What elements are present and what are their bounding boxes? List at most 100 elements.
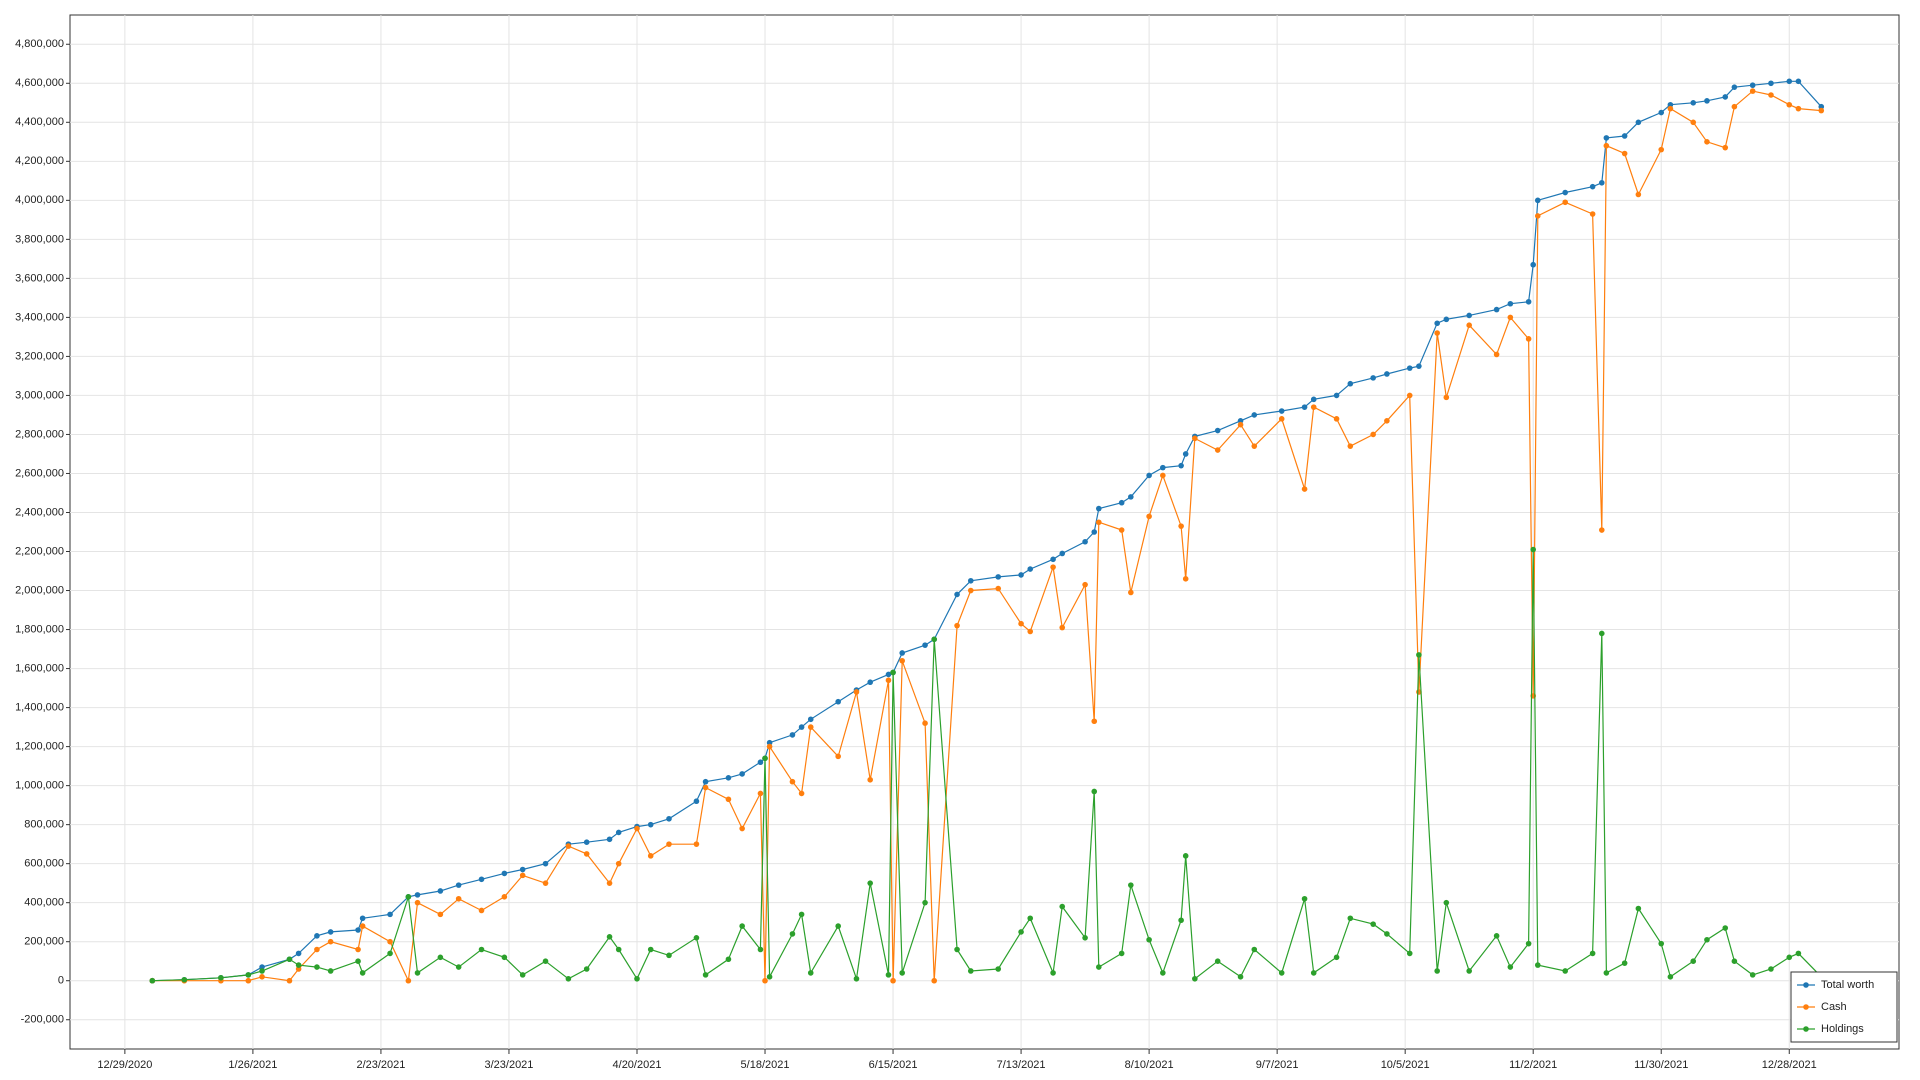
data-point bbox=[1278, 408, 1285, 414]
data-point bbox=[1562, 189, 1569, 196]
legend-marker bbox=[1803, 1004, 1809, 1010]
data-point bbox=[1050, 970, 1056, 976]
data-point bbox=[1178, 462, 1184, 469]
data-point bbox=[359, 915, 366, 922]
data-point bbox=[355, 946, 361, 953]
data-point bbox=[1749, 82, 1756, 89]
data-point bbox=[1160, 472, 1166, 479]
data-point bbox=[867, 776, 873, 783]
data-point bbox=[762, 755, 768, 762]
legend-label: Cash bbox=[1821, 1001, 1847, 1013]
data-point bbox=[1530, 261, 1536, 268]
data-point bbox=[1128, 589, 1134, 596]
data-point bbox=[615, 946, 622, 953]
data-point bbox=[606, 934, 613, 940]
data-point bbox=[501, 870, 508, 877]
data-point bbox=[1635, 191, 1642, 198]
data-point bbox=[1434, 320, 1440, 327]
data-point bbox=[967, 968, 974, 974]
data-point bbox=[1118, 950, 1125, 957]
data-point bbox=[1722, 144, 1729, 151]
data-point bbox=[867, 679, 873, 686]
data-point bbox=[1406, 365, 1413, 371]
data-point bbox=[647, 821, 654, 828]
data-point bbox=[867, 880, 873, 886]
data-point bbox=[807, 970, 814, 976]
data-point bbox=[1818, 107, 1825, 114]
data-point bbox=[478, 907, 485, 914]
data-point bbox=[1214, 427, 1221, 434]
data-point bbox=[1534, 962, 1541, 968]
data-point bbox=[149, 977, 156, 984]
data-point bbox=[1178, 917, 1184, 924]
data-point bbox=[967, 587, 974, 594]
data-point bbox=[835, 923, 841, 929]
data-point bbox=[931, 636, 938, 643]
data-point bbox=[1667, 101, 1674, 108]
data-point bbox=[1347, 380, 1354, 387]
data-point bbox=[1731, 103, 1738, 110]
y-tick-label: 1,400,000 bbox=[15, 701, 64, 713]
data-point bbox=[259, 964, 265, 970]
data-point bbox=[1251, 946, 1258, 953]
data-point bbox=[519, 872, 526, 879]
data-point bbox=[1027, 566, 1034, 572]
data-point bbox=[327, 968, 334, 974]
data-point bbox=[1416, 652, 1422, 658]
data-point bbox=[899, 657, 905, 664]
data-point bbox=[954, 622, 960, 629]
data-point bbox=[1507, 300, 1514, 307]
data-point bbox=[1768, 92, 1774, 98]
data-point bbox=[1059, 903, 1066, 910]
data-point bbox=[995, 966, 1002, 972]
data-point bbox=[885, 671, 892, 678]
data-point bbox=[1384, 931, 1390, 937]
y-tick-label: 2,600,000 bbox=[15, 467, 64, 479]
data-point bbox=[405, 977, 412, 984]
data-point bbox=[1534, 197, 1541, 204]
y-tick-label: 400,000 bbox=[24, 897, 64, 909]
data-point bbox=[355, 958, 361, 965]
data-point bbox=[1525, 298, 1532, 305]
data-point bbox=[359, 970, 366, 976]
data-point bbox=[1493, 933, 1500, 939]
data-point bbox=[1722, 94, 1729, 100]
x-tick-label: 12/29/2020 bbox=[97, 1059, 152, 1071]
y-tick-label: 4,400,000 bbox=[15, 116, 64, 128]
data-point bbox=[899, 650, 905, 656]
data-point bbox=[387, 938, 393, 945]
data-point bbox=[1722, 925, 1729, 931]
data-point bbox=[666, 952, 672, 959]
data-point bbox=[1082, 934, 1088, 941]
data-point bbox=[739, 923, 745, 929]
data-point bbox=[1534, 213, 1541, 219]
data-point bbox=[1096, 519, 1102, 526]
data-point bbox=[1704, 139, 1710, 145]
data-point bbox=[1091, 529, 1098, 535]
data-point bbox=[1237, 417, 1244, 424]
data-point bbox=[1082, 581, 1088, 588]
x-tick-label: 12/28/2021 bbox=[1762, 1059, 1817, 1071]
data-point bbox=[1731, 958, 1738, 965]
y-tick-label: 3,200,000 bbox=[15, 350, 64, 362]
x-tick-label: 4/20/2021 bbox=[613, 1059, 662, 1071]
data-point bbox=[437, 888, 444, 894]
data-point bbox=[702, 784, 709, 791]
data-point bbox=[1635, 119, 1642, 126]
data-point bbox=[1237, 974, 1244, 980]
x-tick-label: 10/5/2021 bbox=[1381, 1059, 1430, 1071]
data-point bbox=[693, 841, 700, 847]
data-point bbox=[1768, 966, 1774, 972]
data-point bbox=[1370, 375, 1376, 381]
data-point bbox=[1096, 505, 1102, 512]
data-point bbox=[314, 946, 320, 953]
data-point bbox=[702, 972, 709, 978]
legend-marker bbox=[1803, 982, 1809, 988]
data-point bbox=[922, 899, 928, 906]
data-point bbox=[1768, 80, 1774, 87]
y-tick-label: 3,800,000 bbox=[15, 233, 64, 245]
data-point bbox=[995, 574, 1002, 580]
data-point bbox=[1525, 336, 1532, 342]
data-point bbox=[455, 964, 462, 970]
data-point bbox=[1658, 146, 1665, 153]
